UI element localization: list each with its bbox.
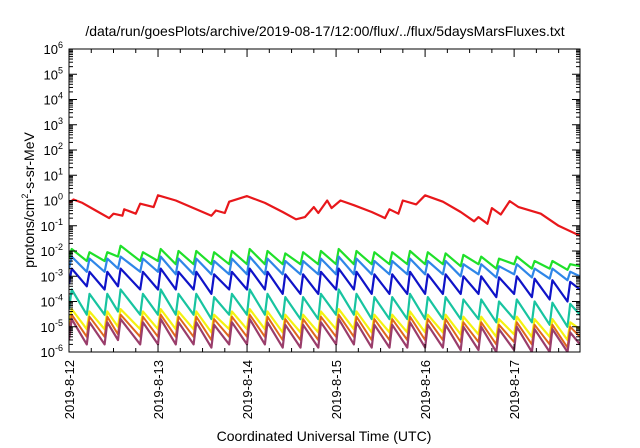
y-tick-label: 10-2 [41,242,63,259]
y-tick-base: 10 [44,93,58,108]
y-tick-exp: 0 [58,192,63,202]
x-axis: 2019-8-12 2019-8-13 2019-8-14 2019-8-15 2019… [62,49,560,419]
y-tick-base: 10 [44,42,58,57]
y-tick-base: 10 [41,269,55,284]
y-tick-base: 10 [44,194,58,209]
x-tick-label: 2019-8-14 [240,360,255,419]
y-tick-label: 100 [44,192,63,209]
series-line-7 [69,313,580,349]
x-axis-label: Coordinated Universal Time (UTC) [217,428,432,444]
y-tick-label: 101 [44,166,63,183]
y-tick-exp: 6 [58,40,63,50]
y-tick-exp: 4 [58,91,63,101]
y-tick-exp: -5 [55,318,63,328]
series-line-5 [69,288,580,328]
y-tick-label: 10-3 [41,267,63,284]
y-tick-label: 104 [44,91,63,108]
x-tick-label: 2019-8-13 [151,360,166,419]
y-tick-exp: -1 [55,217,63,227]
x-tick-label: 2019-8-16 [418,360,433,419]
y-tick-base: 10 [41,345,55,360]
y-axis-label: protons/cm2-s-sr-MeV [20,131,37,267]
y-tick-base: 10 [44,168,58,183]
y-tick-label: 106 [44,40,63,57]
series-line-8 [69,318,580,352]
series-line-3 [69,255,580,282]
x-tick-label: 2019-8-15 [329,360,344,419]
y-tick-label: 10-6 [41,343,63,360]
series-line-1 [69,194,580,237]
y-tick-base: 10 [41,244,55,259]
y-tick-exp: 1 [58,166,63,176]
series-line-4 [69,267,580,303]
y-tick-base: 10 [44,67,58,82]
y-axis-label-sup: 2 [20,194,30,199]
y-tick-label: 10-4 [41,293,63,310]
y-tick-label: 10-5 [41,318,63,335]
y-axis-label-rest: -s-sr-MeV [21,131,37,193]
y-tick-exp: -2 [55,242,63,252]
y-axis-label-base: protons/cm [21,199,37,268]
y-tick-base: 10 [41,295,55,310]
y-tick-exp: -6 [55,343,63,353]
y-tick-label: 10-1 [41,217,63,234]
x-tick-label: 2019-8-12 [62,360,77,419]
y-axis: 10-610-510-410-310-210-11001011021031041… [41,40,580,360]
y-tick-base: 10 [41,320,55,335]
x-tick-label: 2019-8-17 [507,360,522,419]
y-tick-label: 102 [44,141,63,158]
y-tick-exp: 2 [58,141,63,151]
y-tick-base: 10 [41,219,55,234]
y-tick-exp: -4 [55,293,63,303]
series-layer [69,194,580,352]
y-tick-exp: 5 [58,65,63,75]
y-tick-base: 10 [44,143,58,158]
y-tick-base: 10 [44,118,58,133]
series-line-2 [69,244,580,271]
y-tick-exp: 3 [58,116,63,126]
y-tick-label: 105 [44,65,63,82]
chart-title: /data/run/goesPlots/archive/2019-08-17/1… [85,23,564,39]
y-tick-exp: -3 [55,267,63,277]
y-tick-label: 103 [44,116,63,133]
